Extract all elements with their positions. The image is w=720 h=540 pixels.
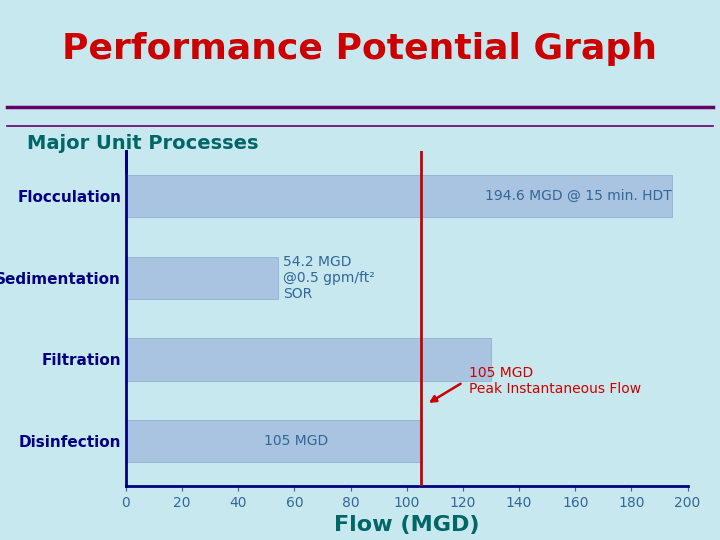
Bar	[126, 256, 278, 299]
Bar	[126, 420, 420, 462]
Text: 105 MGD: 105 MGD	[264, 434, 328, 448]
Bar	[126, 338, 491, 381]
Text: 194.6 MGD @ 15 min. HDT: 194.6 MGD @ 15 min. HDT	[485, 189, 672, 203]
X-axis label: Flow (MGD): Flow (MGD)	[334, 515, 480, 535]
Text: 54.2 MGD
@0.5 gpm/ft²
SOR: 54.2 MGD @0.5 gpm/ft² SOR	[283, 254, 375, 301]
Text: Performance Potential Graph: Performance Potential Graph	[63, 32, 657, 65]
Text: 105 MGD
Peak Instantaneous Flow: 105 MGD Peak Instantaneous Flow	[469, 366, 641, 396]
Text: Major Unit Processes: Major Unit Processes	[27, 133, 258, 153]
Bar	[126, 175, 672, 217]
